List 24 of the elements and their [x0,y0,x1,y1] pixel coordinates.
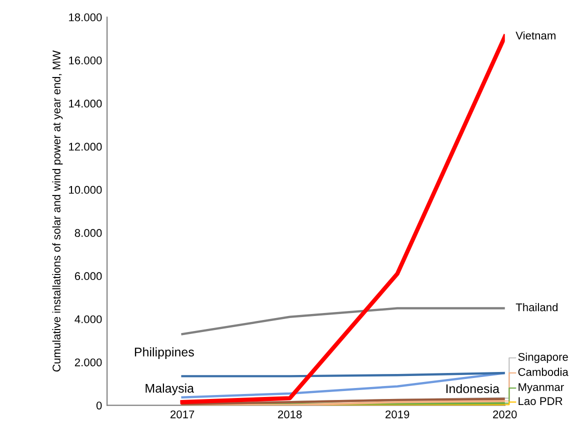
y-tick-label: 18.000 [69,13,102,22]
legend-label: Myanmar [518,383,564,394]
text: Singapore [518,352,568,364]
x-tick-label: 2018 [278,410,302,418]
x-tick-label: 2020 [493,410,517,418]
x-tick-label: 2017 [170,410,194,418]
y-tick-label: 14.000 [69,100,102,108]
y-tick-label: 4.000 [74,315,102,324]
series-label: Indonesia [446,384,500,394]
y-tick-label: 6.000 [74,272,102,280]
y-tick-label: 2.000 [74,358,102,366]
y-tick-label: 0 [96,402,102,410]
x-tick-label: 2019 [386,410,410,418]
series-label: Philippines [134,347,194,359]
y-tick-label: 8.000 [74,229,102,237]
series-label: Lao PDR [518,397,562,406]
series-label: Thailand [516,303,558,312]
text: Cambodia [518,368,568,376]
y-tick-label: 16.000 [69,56,102,64]
y-axis-title: Cumulative installations of solar and wind power at year end, MW [52,50,63,372]
y-tick-label: 12.000 [69,142,102,151]
series-label: Vietnam [516,31,556,40]
series-label: Malaysia [146,384,194,396]
y-tick-label: 10.000 [69,186,102,194]
